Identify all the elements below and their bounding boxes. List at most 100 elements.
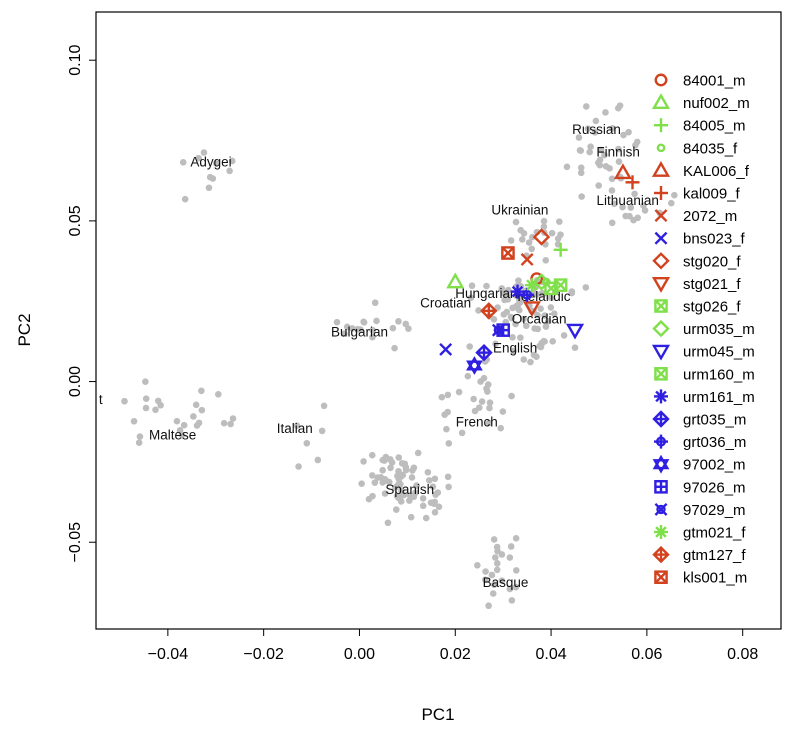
reference-point [601,151,608,159]
reference-point [431,509,439,516]
reference-point [471,407,479,415]
legend-label: 97002_m [683,457,746,474]
reference-point [620,131,627,139]
reference-point [467,294,475,302]
legend-marker [654,367,668,381]
reference-point [667,199,675,207]
reference-point [498,577,506,584]
reference-point [542,323,550,330]
reference-point [556,218,563,225]
reference-point [608,187,616,194]
reference-point [200,149,208,156]
reference-point [608,175,616,183]
reference-point [360,318,367,326]
reference-point [142,404,150,412]
reference-point [602,109,609,116]
reference-point [154,397,162,405]
population-label: Basque [483,575,529,590]
reference-point [468,282,476,290]
sample-point-97029_m [491,323,505,337]
reference-point [529,233,536,241]
reference-point [611,200,618,208]
reference-point [173,417,181,425]
reference-point [489,590,497,597]
reference-point [293,422,301,429]
legend-marker [654,480,668,494]
reference-point [121,397,128,405]
y-tick-label: 0.00 [67,366,84,397]
reference-point [395,454,403,461]
reference-point [176,427,184,434]
reference-point [520,315,527,323]
reference-point [410,464,418,472]
reference-point [379,456,387,464]
reference-point [493,543,501,551]
reference-point [470,395,477,403]
reference-point [493,560,501,567]
reference-point [205,184,213,192]
reference-point [507,313,515,321]
sample-point-nuf002_m [446,272,465,289]
reference-point [540,217,548,225]
reference-point [587,143,594,151]
reference-point [358,480,365,487]
reference-point [508,597,516,604]
reference-point [520,356,528,363]
reference-point [214,390,222,398]
reference-point [368,472,376,479]
reference-point [515,277,522,284]
plot-frame [95,11,782,630]
x-tick-label: 0.00 [344,646,375,663]
legend-label: 84001_m [683,73,746,90]
reference-point [614,104,622,112]
reference-point [520,230,528,237]
reference-point [227,420,234,428]
reference-point [498,551,506,558]
reference-point [540,223,548,231]
legend-marker [652,454,670,474]
reference-point [571,344,579,351]
population-label: Lithuanian [597,193,659,208]
reference-point [510,347,517,355]
reference-point [582,103,590,110]
reference-point [499,408,507,415]
y-tick-label: 0.10 [67,45,84,76]
legend-label: 97026_m [683,479,746,496]
reference-point [542,257,550,264]
population-labels: Adygei Russian Finnish Lithuanian Ukrainian H… [99,122,659,590]
reference-point [514,302,522,309]
reference-point [444,391,452,399]
reference-point [544,317,552,325]
reference-point [575,134,583,141]
reference-point [371,479,379,486]
reference-point [397,480,404,488]
reference-point [142,395,150,403]
reference-point [549,338,557,345]
legend-marker [656,143,666,153]
reference-point [142,378,149,385]
reference-point [512,320,519,328]
legend-marker [654,570,668,584]
reference-point [438,393,446,401]
population-label: Bulgarian [331,325,388,340]
legend-marker [654,209,668,223]
reference-point [547,304,555,311]
population-label: French [456,415,498,430]
legend-label: 2072_m [683,208,737,225]
reference-point [474,562,481,569]
reference-point [547,294,555,302]
reference-point [475,307,482,314]
reference-point [198,387,205,395]
reference-point [483,282,490,290]
sample-point-bns023_f [439,342,453,356]
reference-point [541,312,549,319]
reference-point [410,493,418,501]
reference-point [192,401,200,409]
sample-point-gtm127_f [480,302,498,320]
reference-point [615,158,623,165]
reference-point [484,381,492,388]
sample-point-urm160_m [544,281,558,296]
sample-point-stg020_f [532,228,551,246]
sample-point-97002_m [466,356,483,375]
legend-label: grt035_m [683,412,746,429]
